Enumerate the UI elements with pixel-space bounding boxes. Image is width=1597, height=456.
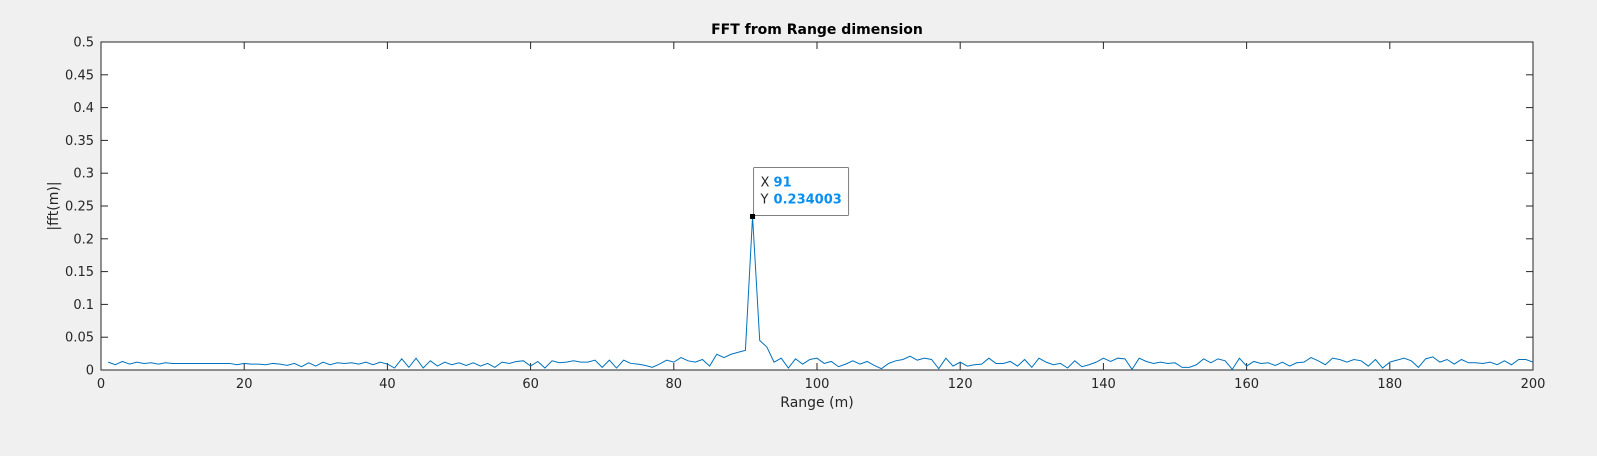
- y-tick-label: 0.05: [65, 331, 94, 346]
- y-tick-label: 0: [86, 364, 94, 379]
- x-axis-label: Range (m): [780, 395, 853, 411]
- x-tick-label: 60: [522, 377, 539, 392]
- x-tick-label: 120: [948, 377, 973, 392]
- y-tick-label: 0.15: [65, 265, 94, 280]
- y-tick-label: 0.4: [73, 101, 94, 116]
- y-axis-label: |fft(m)|: [46, 181, 62, 230]
- y-axis: 0 0.05 0.1 0.15 0.2 0.25 0.3 0.35 0.4 0.45 0.5: [65, 36, 1533, 379]
- x-axis: 0 20 40 60 80 100 120 140 160 180 200: [97, 42, 1546, 392]
- x-tick-label: 80: [666, 377, 683, 392]
- x-tick-label: 20: [236, 377, 253, 392]
- y-tick-label: 0.45: [65, 68, 94, 83]
- datatip-y-value: 0.234003: [774, 192, 842, 207]
- datatip[interactable]: X 91 Y 0.234003: [750, 166, 850, 219]
- y-tick-label: 0.35: [65, 134, 94, 149]
- y-tick-label: 0.25: [65, 200, 94, 215]
- x-tick-label: 140: [1091, 377, 1116, 392]
- x-tick-label: 40: [379, 377, 396, 392]
- fft-series-line: [107, 216, 1534, 371]
- y-tick-label: 0.2: [73, 232, 94, 247]
- datatip-y-key: Y: [760, 192, 769, 207]
- y-tick-label: 0.1: [73, 298, 94, 313]
- x-tick-label: 100: [805, 377, 830, 392]
- datatip-marker[interactable]: [750, 213, 756, 219]
- datatip-x-value: 91: [774, 175, 792, 190]
- datatip-box[interactable]: [753, 166, 850, 216]
- x-tick-label: 200: [1521, 377, 1546, 392]
- chart-title: FFT from Range dimension: [711, 22, 923, 38]
- y-tick-label: 0.5: [73, 36, 94, 51]
- y-tick-label: 0.3: [73, 167, 94, 182]
- x-tick-label: 180: [1377, 377, 1402, 392]
- datatip-x-key: X: [761, 175, 770, 190]
- x-tick-label: 0: [97, 377, 105, 392]
- x-tick-label: 160: [1234, 377, 1259, 392]
